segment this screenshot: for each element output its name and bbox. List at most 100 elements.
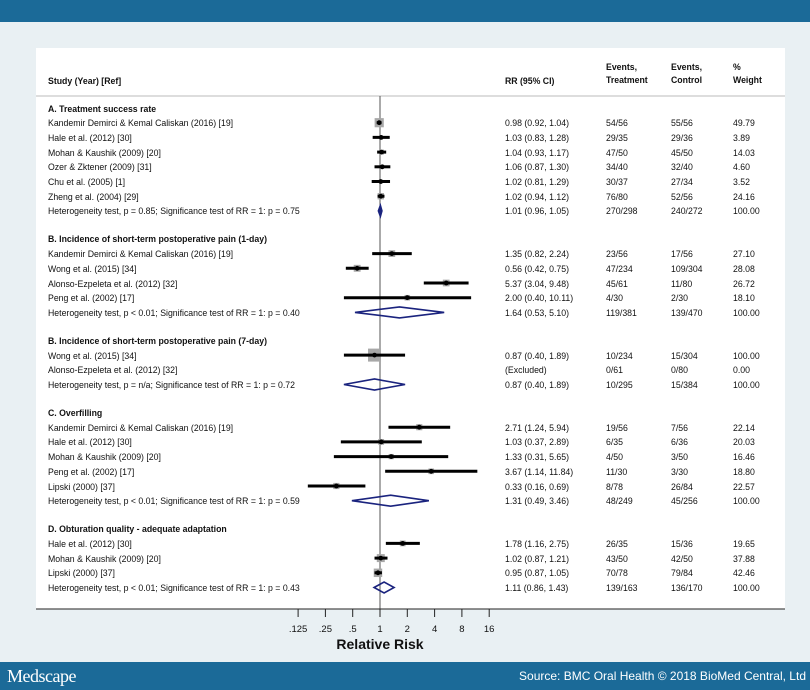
study-name: Alonso-Ezpeleta et al. (2012) [32] (48, 364, 178, 376)
events-treatment: 4/50 (606, 451, 623, 463)
weight-percent: 24.16 (733, 190, 755, 202)
header-events-treatment: Events, Treatment (606, 61, 648, 85)
study-point-estimate (354, 265, 360, 271)
weight-percent: 22.14 (733, 421, 755, 433)
rr-ci-value: 0.98 (0.92, 1.04) (505, 117, 569, 129)
rr-ci-value: 1.04 (0.93, 1.17) (505, 146, 569, 158)
weight-percent: 100.00 (733, 349, 760, 361)
study-name: Peng et al. (2002) [17] (48, 292, 135, 304)
events-treatment: 119/381 (606, 306, 637, 318)
events-treatment: 6/35 (606, 436, 623, 448)
rr-ci-value: 0.56 (0.42, 0.75) (505, 262, 569, 274)
events-control: 2/30 (671, 292, 688, 304)
rr-ci-value: 1.11 (0.86, 1.43) (505, 582, 569, 593)
events-treatment: 43/50 (606, 552, 628, 564)
study-name: Alonso-Ezpeleta et al. (2012) [32] (48, 277, 178, 289)
x-tick-label: 1 (377, 624, 383, 635)
header-study: Study (Year) [Ref] (48, 75, 122, 86)
events-treatment: 48/249 (606, 495, 633, 507)
weight-percent: 100.00 (733, 495, 760, 507)
section-title: A. Treatment success rate (48, 102, 157, 114)
events-control: 3/30 (671, 465, 688, 477)
summary-diamond (377, 202, 383, 220)
weight-percent: 100.00 (733, 205, 760, 217)
x-tick-label: 2 (404, 624, 410, 635)
events-control: 29/36 (671, 131, 693, 143)
header-rr: RR (95% CI) (505, 75, 555, 86)
events-control: 136/170 (671, 582, 703, 593)
section-title: B. Incidence of short-term postoperative… (48, 233, 267, 245)
section-title: B. Incidence of short-term postoperative… (48, 334, 267, 346)
weight-percent: 16.46 (733, 451, 755, 463)
events-treatment: 0/61 (606, 364, 623, 376)
events-treatment: 23/56 (606, 248, 628, 260)
rr-ci-value: 1.01 (0.96, 1.05) (505, 205, 569, 217)
study-name: Kandemir Demirci & Kemal Caliskan (2016)… (48, 248, 234, 260)
rr-ci-value: 0.87 (0.40, 1.89) (505, 349, 569, 361)
summary-label: Heterogeneity test, p < 0.01; Significan… (48, 495, 300, 507)
weight-percent: 49.79 (733, 117, 755, 129)
study-name: Hale et al. (2012) [30] (48, 537, 132, 549)
rr-ci-value: 1.02 (0.81, 1.29) (505, 176, 569, 187)
summary-diamond (372, 581, 396, 594)
study-name: Wong et al. (2015) [34] (48, 262, 137, 274)
study-point-estimate (376, 120, 382, 126)
x-axis-label: Relative Risk (336, 636, 424, 652)
events-treatment: 4/30 (606, 292, 623, 304)
weight-percent: 27.10 (733, 248, 755, 260)
study-point-estimate (378, 179, 384, 184)
events-treatment: 10/295 (606, 379, 633, 390)
study-point-estimate (379, 164, 385, 170)
events-control: 6/36 (671, 436, 688, 448)
events-treatment: 76/80 (606, 190, 628, 202)
weight-percent: 37.88 (733, 552, 755, 564)
rr-ci-value: 1.78 (1.16, 2.75) (505, 537, 569, 549)
weight-percent: 19.65 (733, 537, 755, 549)
study-point-estimate (378, 135, 384, 140)
summary-label: Heterogeneity test, p = n/a; Significanc… (48, 379, 295, 390)
summary-diamond (343, 378, 406, 391)
events-treatment: 30/37 (606, 176, 628, 187)
events-treatment: 26/35 (606, 537, 628, 549)
weight-percent: 22.57 (733, 480, 755, 492)
rr-ci-value: 1.06 (0.87, 1.30) (505, 161, 569, 173)
events-control: 15/36 (671, 537, 693, 549)
study-point-estimate (372, 352, 377, 358)
events-control: 45/50 (671, 146, 693, 158)
x-tick-label: .125 (288, 624, 308, 635)
rr-ci-value: 1.33 (0.31, 5.65) (505, 451, 569, 463)
study-name: Chu et al. (2005) [1] (48, 176, 126, 187)
summary-diamond (351, 494, 430, 508)
events-treatment: 54/56 (606, 117, 628, 129)
study-name: Kandemir Demirci & Kemal Caliskan (2016)… (48, 421, 234, 433)
study-point-estimate (443, 280, 449, 286)
study-name: Ozer & Zktener (2009) [31] (48, 161, 152, 173)
events-treatment: 139/163 (606, 582, 638, 593)
forest-plot-panel (36, 48, 785, 609)
events-control: 55/56 (671, 117, 693, 129)
study-point-estimate (333, 483, 339, 489)
study-point-estimate (428, 468, 434, 474)
events-control: 15/384 (671, 379, 698, 390)
events-control: 52/56 (671, 190, 693, 202)
weight-percent: 20.03 (733, 436, 755, 448)
events-treatment: 270/298 (606, 205, 638, 217)
rr-ci-value: 1.64 (0.53, 5.10) (505, 306, 569, 318)
weight-percent: 100.00 (733, 306, 760, 318)
events-control: 139/470 (671, 306, 703, 318)
study-name: Lipski (2000) [37] (48, 567, 115, 579)
events-control: 15/304 (671, 349, 698, 361)
study-name: Hale et al. (2012) [30] (48, 436, 132, 448)
x-tick-label: .25 (318, 624, 332, 635)
study-point-estimate (389, 251, 395, 256)
weight-percent: 100.00 (733, 379, 760, 390)
study-name: Wong et al. (2015) [34] (48, 349, 137, 361)
rr-ci-value: (Excluded) (505, 364, 547, 376)
weight-percent: 100.00 (733, 582, 760, 593)
events-control: 7/56 (671, 421, 688, 433)
events-treatment: 47/50 (606, 146, 628, 158)
rr-ci-value: 0.33 (0.16, 0.69) (505, 480, 569, 492)
study-point-estimate (378, 193, 384, 199)
study-point-estimate (388, 454, 394, 459)
